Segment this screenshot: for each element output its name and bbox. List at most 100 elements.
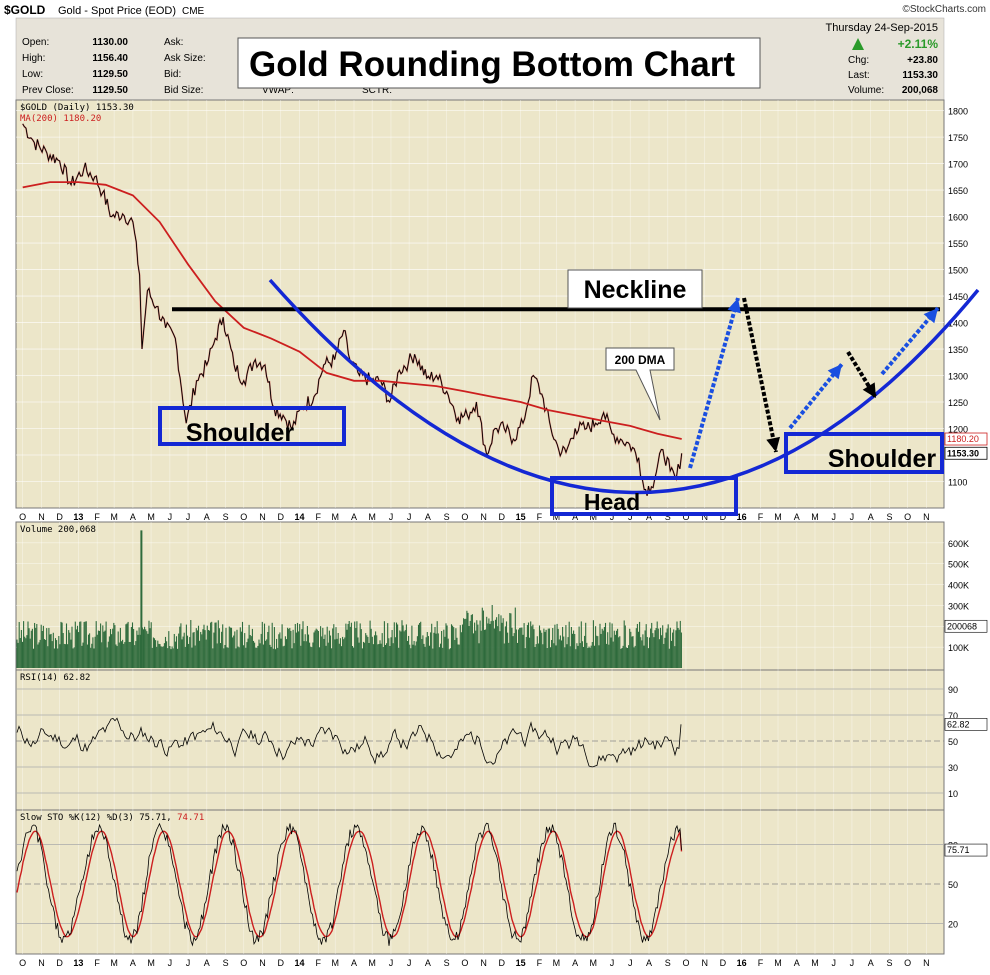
price-tick-label: 1100 (948, 478, 967, 488)
symbol-description: Gold - Spot Price (EOD) (58, 5, 176, 17)
stat-value-0: 1130.00 (92, 37, 128, 48)
price-tick-label: 1450 (948, 292, 968, 302)
up-projection-arrow-3-head (923, 308, 938, 324)
ma-last-label: 1180.20 (947, 434, 979, 444)
x-tick-label-bottom: J (389, 958, 394, 968)
x-tick-label-bottom: A (425, 958, 431, 968)
x-tick-label-top: J (168, 512, 173, 522)
neckline-label-box (567, 269, 703, 309)
x-tick-label-bottom: J (628, 958, 633, 968)
x-tick-label-top: N (701, 512, 708, 522)
price-legend: $GOLD (Daily) 1153.30 (20, 103, 134, 113)
rsi-tick-label: 50 (948, 737, 958, 747)
price-tick-label: 1250 (948, 398, 968, 408)
price-tick-label: 1400 (948, 319, 968, 329)
price-tick-label: 1300 (948, 372, 968, 382)
x-tick-label-top: A (351, 512, 357, 522)
stat-label-0: Open: (22, 37, 49, 48)
up-projection-arrow-1 (688, 297, 740, 469)
x-tick-label-top: S (665, 512, 671, 522)
left-shoulder-label: Shoulder (186, 419, 295, 447)
right-shoulder-box (784, 432, 944, 474)
rsi-last-label: 62.82 (947, 719, 970, 729)
rsi-series (16, 717, 682, 768)
x-tick-label-bottom: M (331, 958, 339, 968)
x-tick-label-bottom: S (444, 958, 450, 968)
x-tick-label-bottom: J (832, 958, 837, 968)
x-tick-label-bottom: A (646, 958, 652, 968)
ma200-line (22, 181, 682, 440)
x-tick-label-top: A (204, 512, 210, 522)
x-tick-label-bottom: A (130, 958, 136, 968)
x-tick-label-bottom: D (720, 958, 727, 968)
price-tick-label: 1650 (948, 186, 968, 196)
x-tick-label-top: O (461, 512, 468, 522)
right-label-2: Last: (848, 70, 870, 81)
x-tick-label-bottom: M (553, 958, 561, 968)
price-tick-label: 1500 (948, 266, 968, 276)
volume-last-label: 200068 (947, 621, 977, 631)
dma-callout (605, 347, 675, 421)
x-tick-label-bottom: A (794, 958, 800, 968)
x-tick-label-top: J (610, 512, 615, 522)
sto-k-line (16, 822, 682, 947)
volume-tick-label: 300K (948, 601, 969, 611)
price-tick-label: 1750 (948, 133, 968, 143)
x-tick-label-bottom: N (259, 958, 266, 968)
header-stats: Open: 1130.00 High: 1156.40 Low: 1129.50 Prev … (22, 37, 938, 96)
x-tick-label-bottom: S (223, 958, 229, 968)
left-shoulder-box (158, 406, 346, 446)
rsi-tick-label: 70 (948, 711, 958, 721)
x-tick-label-top: D (56, 512, 63, 522)
right-label-1: Chg: (848, 55, 869, 66)
x-tick-label-top: 16 (737, 512, 747, 522)
x-tick-label-bottom: 16 (737, 958, 747, 968)
dma-label: 200 DMA (615, 353, 666, 367)
x-tick-label-top: F (94, 512, 100, 522)
stat-label-2: Low: (22, 69, 43, 80)
price-panel (15, 99, 945, 509)
price-last-box (944, 446, 988, 460)
x-tick-label-bottom: J (186, 958, 191, 968)
x-tick-label-top: O (240, 512, 247, 522)
x-tick-label-top: N (480, 512, 487, 522)
right-label-3: Volume: (848, 85, 884, 96)
x-tick-label-top: M (368, 512, 376, 522)
volume-tick-label: 600K (948, 539, 969, 549)
x-tick-label-top: O (19, 512, 26, 522)
x-tick-label-top: D (499, 512, 506, 522)
right-value-2: 1153.30 (902, 70, 938, 81)
x-tick-label-top: S (444, 512, 450, 522)
x-tick-label-bottom: 14 (294, 958, 304, 968)
rsi-panel (15, 669, 945, 811)
head-label: Head (584, 489, 640, 515)
x-tick-label-top: J (628, 512, 633, 522)
volume-legend: Volume 200,068 (20, 525, 96, 535)
right-shoulder-label: Shoulder (828, 445, 937, 473)
x-tick-label-top: M (553, 512, 561, 522)
x-tick-label-top: 13 (73, 512, 83, 522)
x-tick-label-top: M (110, 512, 118, 522)
up-projection-arrow-3 (880, 306, 940, 376)
quote-label-3: Bid Size: (164, 85, 203, 96)
x-tick-label-bottom: J (168, 958, 173, 968)
price-tick-label: 1350 (948, 345, 968, 355)
x-tick-label-top: O (682, 512, 689, 522)
price-last-label: 1153.30 (947, 448, 979, 458)
x-tick-label-bottom: M (774, 958, 782, 968)
extra-label-1: SCTR: (362, 85, 392, 96)
x-tick-label-bottom: F (94, 958, 100, 968)
chart-title: Gold Rounding Bottom Chart (249, 45, 735, 84)
x-tick-label-top: J (389, 512, 394, 522)
stat-label-3: Prev Close: (22, 85, 74, 96)
stochastic-series (16, 822, 683, 947)
stochastic-panel (15, 809, 945, 955)
down-projection-arrow-2-head (862, 382, 876, 398)
stat-label-1: High: (22, 53, 45, 64)
sto-last-box (944, 843, 988, 857)
x-tick-label-top: N (259, 512, 266, 522)
sto-tick-label: 20 (948, 920, 958, 930)
x-tick-label-top: M (774, 512, 782, 522)
x-tick-label-bottom: D (499, 958, 506, 968)
x-tick-label-bottom: A (868, 958, 874, 968)
